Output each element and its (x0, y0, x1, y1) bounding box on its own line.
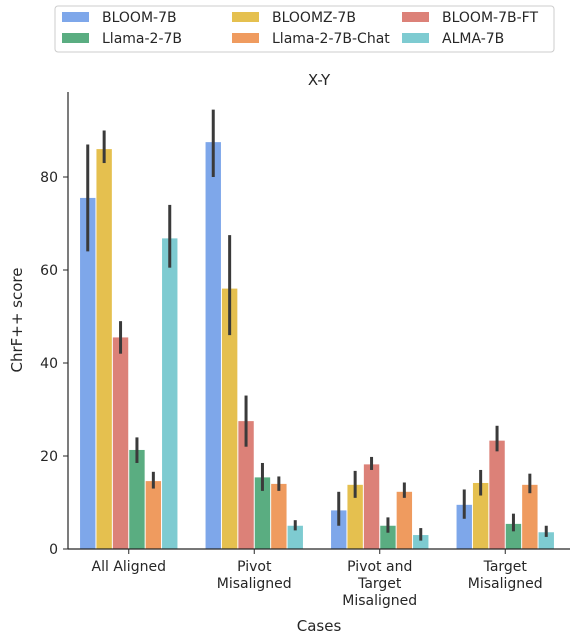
bar-alma-7b (413, 535, 429, 549)
legend-item: ALMA-7B (402, 31, 504, 47)
bar-bloom-7b (205, 142, 221, 549)
bar-bloom-7b-ft (489, 440, 505, 549)
legend-box (54, 5, 555, 53)
bar-bloom-7b (456, 504, 472, 549)
legend-swatch (62, 12, 89, 22)
legend-label: BLOOM-7B-FT (442, 10, 538, 26)
chart-title: X-Y (308, 71, 331, 89)
x-tick-label: All Aligned (92, 559, 166, 575)
legend-swatch (232, 12, 259, 22)
bar-llama-2-7b (129, 449, 145, 549)
y-tick-label: 40 (40, 356, 58, 372)
legend-label: BLOOMZ-7B (272, 10, 356, 26)
bar-bloomz-7b (221, 288, 238, 549)
bar-alma-7b (162, 238, 178, 549)
legend-item: BLOOM-7B (62, 10, 177, 26)
legend-item: BLOOMZ-7B (232, 10, 356, 26)
bar-bloomz-7b (472, 482, 489, 549)
legend-item: Llama-2-7B-Chat (232, 31, 390, 47)
bar-bloom-7b (331, 510, 347, 549)
x-ticks: All Aligned Pivot Misaligned Pivot and Targe… (92, 549, 543, 609)
y-ticks: 0 20 40 60 80 (40, 170, 68, 558)
legend-label: Llama-2-7B (102, 31, 182, 47)
bar-alma-7b (538, 532, 554, 549)
x-axis-title: Cases (297, 617, 342, 635)
legend: BLOOM-7B BLOOMZ-7B BLOOM-7B-FT Llama-2-7B Ll… (62, 10, 538, 47)
legend-label: ALMA-7B (442, 31, 504, 47)
y-tick-label: 60 (40, 263, 58, 279)
bar-llama-2-7b-chat (145, 481, 162, 549)
bar-llama-2-7b (505, 523, 522, 549)
bar-llama-2-7b-chat (271, 483, 287, 549)
x-tick-label: Pivot Misaligned (217, 559, 292, 592)
legend-label: BLOOM-7B (102, 10, 177, 26)
bar-bloom-7b-ft (238, 421, 254, 549)
legend-swatch (62, 33, 89, 43)
bar-llama-2-7b (380, 525, 396, 549)
y-tick-label: 80 (40, 170, 58, 186)
error-bars (86, 109, 548, 541)
legend-swatch (402, 12, 429, 22)
bar-alma-7b (287, 525, 303, 549)
bar-llama-2-7b (254, 477, 271, 549)
legend-item: Llama-2-7B (62, 31, 182, 47)
x-tick-label: Pivot and Target Misaligned (342, 559, 417, 609)
bar-bloomz-7b (347, 484, 363, 549)
y-tick-label: 20 (40, 449, 58, 465)
bar-llama-2-7b-chat (396, 491, 413, 549)
bar-bloom-7b (80, 197, 96, 550)
legend-swatch (232, 33, 259, 43)
x-tick-label: Target Misaligned (468, 559, 543, 592)
legend-swatch (402, 33, 429, 43)
bar-bloomz-7b (96, 149, 112, 549)
bar-llama-2-7b-chat (522, 484, 538, 549)
y-tick-label: 0 (49, 542, 58, 558)
y-axis-title: ChrF++ score (8, 268, 26, 373)
bars (80, 142, 554, 550)
bar-bloom-7b-ft (363, 464, 380, 549)
legend-label: Llama-2-7B-Chat (272, 31, 390, 47)
bar-bloom-7b-ft (112, 337, 129, 549)
legend-item: BLOOM-7B-FT (402, 10, 538, 26)
